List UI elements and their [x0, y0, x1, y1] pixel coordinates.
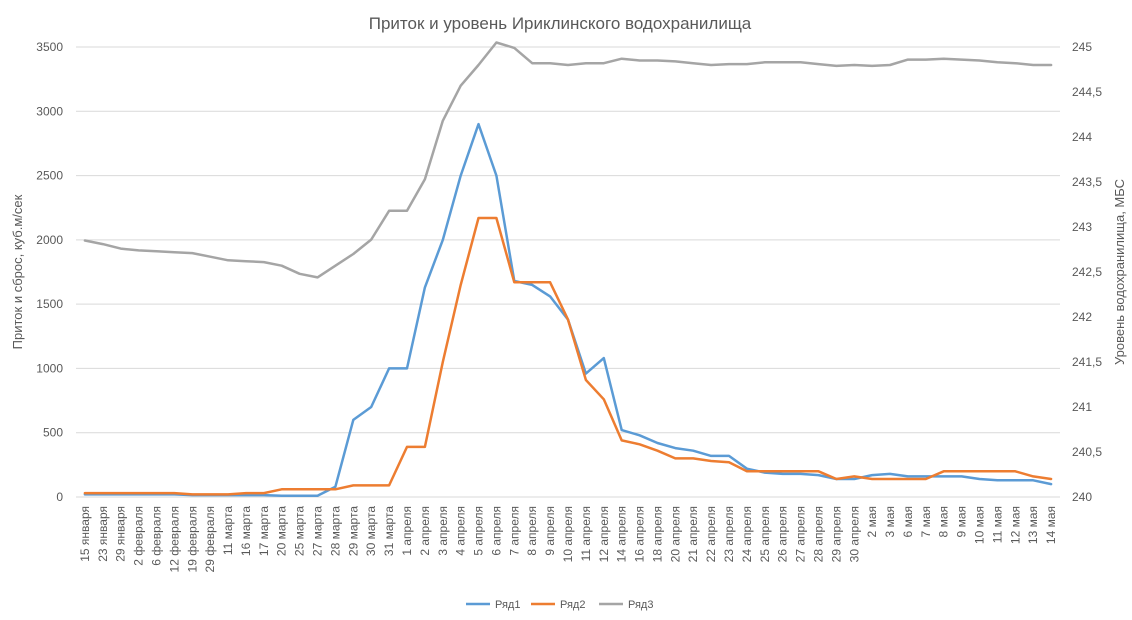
x-tick-label: 2 апреля — [418, 506, 432, 556]
right-tick-label: 240 — [1072, 490, 1092, 504]
x-tick-label: 27 марта — [311, 506, 325, 556]
x-tick-label: 21 апреля — [686, 506, 700, 562]
x-tick-label: 26 апреля — [776, 506, 790, 562]
series-line-2 — [83, 216, 1053, 496]
right-tick-label: 241 — [1072, 400, 1092, 414]
right-tick-label: 244,5 — [1072, 85, 1102, 99]
x-tick-label: 5 апреля — [472, 506, 486, 556]
x-tick-label: 7 мая — [919, 506, 933, 537]
left-tick-label: 3500 — [36, 40, 63, 54]
x-tick-label: 29 февраля — [203, 506, 217, 572]
left-tick-label: 2000 — [36, 233, 63, 247]
x-tick-label: 3 апреля — [436, 506, 450, 556]
x-tick-label: 10 мая — [972, 506, 986, 544]
x-tick-label: 29 января — [114, 506, 128, 562]
x-tick-label: 4 апреля — [454, 506, 468, 556]
x-tick-label: 2 мая — [865, 506, 879, 537]
x-tick-label: 12 мая — [1008, 506, 1022, 544]
x-tick-label: 31 марта — [382, 506, 396, 556]
x-tick-label: 18 апреля — [650, 506, 664, 562]
right-tick-label: 245 — [1072, 40, 1092, 54]
x-tick-label: 2 февраля — [132, 506, 146, 566]
x-tick-label: 11 марта — [221, 506, 235, 555]
x-tick-label: 27 апреля — [794, 506, 808, 562]
left-tick-label: 500 — [43, 426, 63, 440]
chart-title: Приток и уровень Ириклинского водохранил… — [369, 14, 752, 33]
legend-label-3: Ряд3 — [628, 599, 653, 611]
x-tick-label: 16 апреля — [633, 506, 647, 562]
x-tick-label: 23 января — [96, 506, 110, 562]
left-tick-label: 0 — [56, 490, 63, 504]
left-tick-label: 2500 — [36, 169, 63, 183]
legend-label-1: Ряд1 — [495, 599, 520, 611]
gridlines — [76, 46, 1060, 498]
x-tick-label: 8 апреля — [525, 506, 539, 556]
series-layer — [83, 41, 1053, 497]
x-tick-label: 20 марта — [275, 506, 289, 556]
x-tick-label: 1 апреля — [400, 506, 414, 556]
y-axis-title: Приток и сброс, куб.м/сек — [10, 194, 25, 349]
x-tick-label: 30 апреля — [847, 506, 861, 562]
x-tick-label: 16 марта — [239, 506, 253, 556]
x-tick-label: 13 мая — [1026, 506, 1040, 544]
right-tick-label: 243 — [1072, 220, 1092, 234]
x-tick-label: 3 мая — [883, 506, 897, 537]
x-tick-label: 28 марта — [328, 506, 342, 556]
x-tick-label: 15 января — [78, 506, 92, 562]
x-tick-label: 9 апреля — [543, 506, 557, 556]
x-tick-label: 9 мая — [955, 506, 969, 537]
x-tick-label: 20 апреля — [668, 506, 682, 562]
x-tick-label: 6 февраля — [150, 506, 164, 566]
x-tick-label: 12 апреля — [597, 506, 611, 562]
right-tick-label: 242 — [1072, 310, 1092, 324]
legend-label-2: Ряд2 — [560, 599, 585, 611]
x-tick-label: 8 мая — [937, 506, 951, 537]
x-tick-label: 29 апреля — [829, 506, 843, 562]
y2-axis-title: Уровень водохранилища, МБС — [1112, 179, 1127, 365]
x-tick-label: 28 апреля — [811, 506, 825, 562]
right-tick-label: 241,5 — [1072, 355, 1102, 369]
series-line-1 — [83, 122, 1053, 497]
right-tick-label: 243,5 — [1072, 175, 1102, 189]
x-tick-label: 19 февраля — [185, 506, 199, 572]
x-tick-label: 7 апреля — [507, 506, 521, 556]
legend: Ряд1 Ряд2 Ряд3 — [466, 599, 653, 611]
x-tick-label: 29 марта — [346, 506, 360, 556]
x-tick-label: 25 марта — [293, 506, 307, 556]
left-tick-label: 1500 — [36, 297, 63, 311]
x-tick-label: 14 апреля — [615, 506, 629, 562]
x-tick-label: 11 апреля — [579, 506, 593, 561]
left-axis-ticks: 0 500 1000 1500 2000 2500 3000 3500 — [36, 40, 63, 504]
x-tick-label: 12 февраля — [167, 506, 181, 572]
x-tick-label: 10 апреля — [561, 506, 575, 562]
x-tick-label: 11 мая — [990, 506, 1004, 543]
x-tick-label: 14 мая — [1044, 506, 1058, 544]
x-tick-label: 22 апреля — [704, 506, 718, 562]
x-tick-label: 30 марта — [364, 506, 378, 556]
right-axis-ticks: 240 240,5 241 241,5 242 242,5 243 243,5 244 244,5… — [1072, 40, 1102, 504]
x-tick-label: 6 апреля — [489, 506, 503, 556]
x-axis-ticks: 15 января 23 января 29 января 2 февраля 6 фе… — [78, 506, 1058, 573]
x-tick-label: 6 мая — [901, 506, 915, 537]
right-tick-label: 240,5 — [1072, 445, 1102, 459]
series-line-3 — [83, 41, 1053, 279]
left-tick-label: 1000 — [36, 361, 63, 375]
x-tick-label: 17 марта — [257, 506, 271, 556]
x-tick-label: 23 апреля — [722, 506, 736, 562]
right-tick-label: 242,5 — [1072, 265, 1102, 279]
right-tick-label: 244 — [1072, 130, 1092, 144]
x-tick-label: 24 апреля — [740, 506, 754, 562]
x-tick-label: 25 апреля — [758, 506, 772, 562]
left-tick-label: 3000 — [36, 104, 63, 118]
